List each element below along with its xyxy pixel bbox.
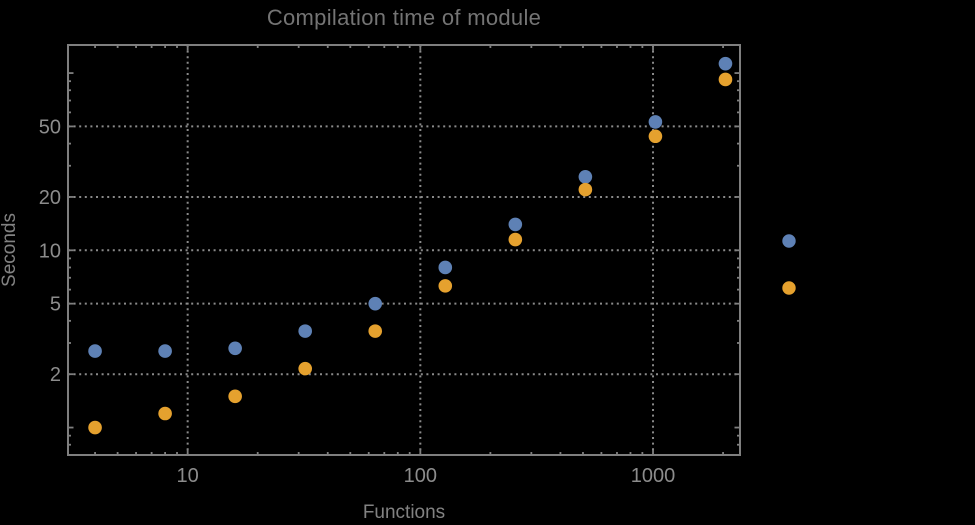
y-tick-label-5: 5 xyxy=(50,294,61,316)
data-point-orange-x16 xyxy=(228,389,242,404)
data-point-blue-x32 xyxy=(298,324,312,338)
x-axis-label: Functions xyxy=(362,502,446,523)
data-point-orange-x8 xyxy=(158,406,172,421)
x-tick-label-10: 10 xyxy=(177,465,199,487)
y-tick-label-10: 10 xyxy=(39,240,61,262)
data-point-orange-x2048 xyxy=(718,72,733,87)
data-point-blue-x256 xyxy=(508,217,523,232)
data-point-orange-x512 xyxy=(578,182,593,197)
y-axis-label: Seconds xyxy=(0,213,20,287)
data-point-orange-x4 xyxy=(88,420,102,435)
orange-series-marker xyxy=(782,281,796,295)
blue-series-marker xyxy=(782,234,796,248)
y-tick-label-50: 50 xyxy=(39,116,61,138)
data-point-orange-x1024 xyxy=(648,129,663,144)
chart-title: Compilation time of module xyxy=(266,5,542,30)
data-point-blue-x2048 xyxy=(718,56,733,71)
y-tick-label-20: 20 xyxy=(39,187,61,209)
data-point-blue-x16 xyxy=(228,341,242,356)
data-point-blue-x512 xyxy=(578,169,593,184)
data-point-blue-x128 xyxy=(438,260,453,275)
x-tick-label-100: 100 xyxy=(404,465,437,487)
data-point-blue-x1024 xyxy=(648,115,663,129)
data-point-orange-x256 xyxy=(508,232,523,247)
y-tick-label-2: 2 xyxy=(50,364,61,386)
data-point-blue-x64 xyxy=(368,296,383,311)
data-point-orange-x64 xyxy=(368,324,383,338)
data-point-blue-x8 xyxy=(158,344,172,358)
x-tick-label-1000: 1000 xyxy=(631,465,676,487)
data-point-orange-x32 xyxy=(298,361,312,376)
data-point-blue-x4 xyxy=(88,344,102,358)
data-point-orange-x128 xyxy=(438,279,453,293)
